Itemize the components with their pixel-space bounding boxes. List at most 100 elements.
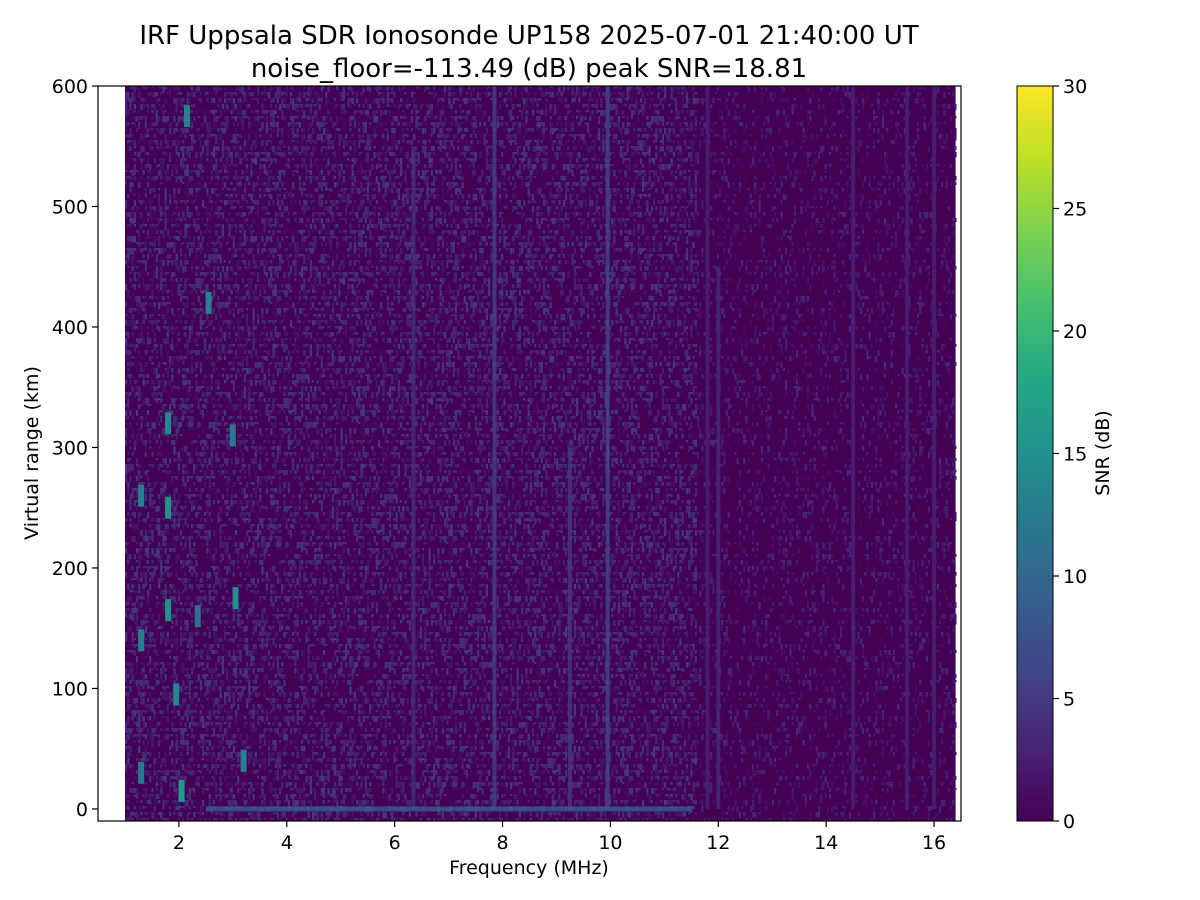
noise-cell xyxy=(248,500,251,504)
noise-cell xyxy=(131,98,134,103)
noise-cell xyxy=(157,548,161,554)
noise-cell xyxy=(151,734,154,741)
noise-cell xyxy=(127,512,130,517)
noise-cell xyxy=(217,620,220,623)
noise-cell xyxy=(243,818,246,821)
noise-cell xyxy=(184,686,187,690)
noise-cell xyxy=(133,284,136,290)
noise-cell xyxy=(142,188,145,194)
noise-cell xyxy=(195,650,198,656)
noise-cell xyxy=(173,782,176,788)
noise-cell xyxy=(208,350,211,353)
noise-cell xyxy=(219,284,222,290)
noise-cell xyxy=(281,182,284,188)
noise-cell xyxy=(272,224,275,227)
noise-cell xyxy=(208,614,211,620)
noise-cell xyxy=(201,650,205,653)
noise-cell xyxy=(175,146,178,152)
noise-cell xyxy=(166,146,169,149)
noise-cell xyxy=(274,590,277,595)
noise-cell xyxy=(177,134,180,139)
noise-cell xyxy=(232,116,235,119)
noise-cell xyxy=(124,602,128,606)
noise-cell xyxy=(223,776,227,783)
noise-cell xyxy=(138,590,141,594)
noise-cell xyxy=(173,704,176,711)
noise-cell xyxy=(199,452,202,457)
noise-cell xyxy=(274,86,277,89)
noise-cell xyxy=(138,308,141,315)
noise-cell xyxy=(248,176,251,181)
noise-cell xyxy=(162,200,165,203)
noise-cell xyxy=(237,560,240,564)
noise-cell xyxy=(149,704,152,711)
noise-cell xyxy=(261,566,264,573)
noise-cell xyxy=(215,770,218,775)
noise-cell xyxy=(221,374,224,377)
noise-cell xyxy=(237,566,240,569)
noise-cell xyxy=(276,170,279,174)
noise-cell xyxy=(237,758,240,763)
noise-cell xyxy=(201,338,205,345)
noise-cell xyxy=(210,134,213,137)
noise-cell xyxy=(171,230,174,233)
noise-cell xyxy=(245,158,249,162)
noise-cell xyxy=(131,464,134,471)
noise-cell xyxy=(149,572,152,576)
noise-cell xyxy=(252,464,255,470)
noise-cell xyxy=(162,770,165,774)
noise-cell xyxy=(124,806,128,810)
noise-cell xyxy=(230,692,233,698)
noise-cell xyxy=(204,140,207,146)
noise-cell xyxy=(175,620,178,626)
noise-cell xyxy=(160,86,163,89)
noise-cell xyxy=(215,338,218,343)
noise-cell xyxy=(135,272,139,275)
noise-cell xyxy=(133,320,136,327)
noise-cell xyxy=(252,680,255,684)
noise-cell xyxy=(129,410,132,417)
noise-cell xyxy=(263,410,266,413)
noise-cell xyxy=(188,770,191,775)
noise-cell xyxy=(124,416,128,421)
noise-cell xyxy=(188,818,191,821)
noise-cell xyxy=(182,380,185,386)
noise-cell xyxy=(208,356,211,360)
noise-cell xyxy=(127,122,130,126)
noise-cell xyxy=(228,800,231,807)
noise-cell xyxy=(146,650,150,655)
noise-cell xyxy=(188,584,191,589)
noise-cell xyxy=(133,704,136,710)
noise-cell xyxy=(270,638,273,641)
noise-cell xyxy=(206,638,209,645)
noise-cell xyxy=(270,524,273,528)
noise-cell xyxy=(241,518,244,521)
noise-cell xyxy=(265,656,268,662)
noise-cell xyxy=(278,152,282,157)
noise-cell xyxy=(193,284,196,291)
noise-cell xyxy=(146,626,150,629)
noise-cell xyxy=(276,680,279,684)
noise-cell xyxy=(228,326,231,330)
noise-cell xyxy=(138,428,141,431)
noise-cell xyxy=(204,740,207,745)
noise-cell xyxy=(223,86,227,90)
noise-cell xyxy=(261,776,264,781)
noise-cell xyxy=(208,422,211,429)
noise-cell xyxy=(135,278,139,282)
noise-cell xyxy=(250,200,253,203)
noise-cell xyxy=(219,788,222,793)
noise-cell xyxy=(168,344,172,349)
noise-cell xyxy=(221,524,224,527)
noise-cell xyxy=(219,536,222,542)
noise-cell xyxy=(281,110,284,115)
noise-cell xyxy=(173,110,176,115)
noise-cell xyxy=(219,578,222,584)
noise-cell xyxy=(232,314,235,318)
noise-cell xyxy=(212,590,216,593)
noise-cell xyxy=(190,332,194,335)
noise-cell xyxy=(153,554,156,557)
noise-cell xyxy=(153,206,156,211)
noise-cell xyxy=(226,674,229,681)
noise-cell xyxy=(263,398,266,403)
